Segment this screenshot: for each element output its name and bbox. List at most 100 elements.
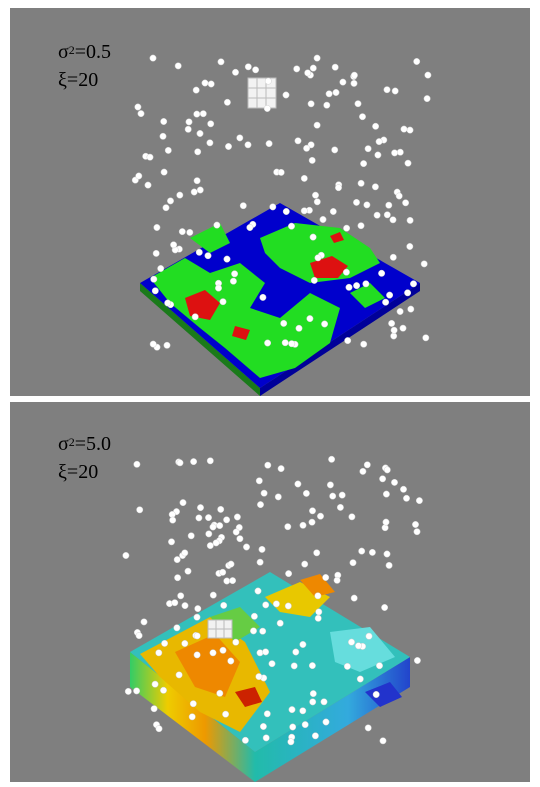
sphere-particle xyxy=(205,514,212,522)
sphere-particle xyxy=(374,151,382,159)
sphere-particle xyxy=(169,516,177,524)
sphere-particle xyxy=(181,602,189,610)
sphere-particle xyxy=(295,324,303,332)
sphere-particle xyxy=(339,78,347,86)
sphere-particle xyxy=(406,243,414,250)
sphere-particle xyxy=(191,313,199,321)
sphere-particle xyxy=(399,324,407,332)
sphere-particle xyxy=(223,255,231,263)
sphere-particle xyxy=(250,627,257,635)
sphere-particle xyxy=(396,308,404,315)
sphere-particle xyxy=(406,126,414,134)
sphere-particle xyxy=(391,478,398,486)
sphere-particle xyxy=(281,339,289,347)
sphere-particle xyxy=(222,710,230,718)
sphere-particle xyxy=(146,153,154,161)
sphere-particle xyxy=(179,499,187,507)
sphere-particle xyxy=(383,211,391,219)
sphere-particle xyxy=(122,552,130,559)
sphere-particle xyxy=(299,641,307,648)
sphere-particle xyxy=(259,627,267,635)
sphere-particle xyxy=(288,222,295,230)
sphere-particle xyxy=(383,550,391,558)
xi-label: ξ=20 xyxy=(58,461,99,483)
sphere-particle xyxy=(257,501,264,509)
sphere-particle xyxy=(293,65,301,73)
sphere-particle xyxy=(420,260,428,268)
sphere-particle xyxy=(413,657,421,664)
sphere-particle xyxy=(372,691,380,698)
sphere-particle xyxy=(229,577,237,585)
sphere-particle xyxy=(133,687,141,695)
sphere-particle xyxy=(229,277,237,285)
sphere-particle xyxy=(332,89,340,96)
sphere-particle xyxy=(375,138,383,146)
sphere-particle xyxy=(350,594,358,602)
sphere-particle xyxy=(277,168,285,176)
sphere-particle xyxy=(190,458,198,466)
sphere-particle xyxy=(356,675,364,683)
sphere-particle xyxy=(406,216,414,224)
sphere-particle xyxy=(207,80,215,88)
sphere-particle xyxy=(323,101,331,109)
sphere-particle xyxy=(206,139,214,147)
sphere-particle xyxy=(294,137,302,145)
sphere-particle xyxy=(277,465,285,473)
sphere-particle xyxy=(223,516,231,524)
sphere-particle xyxy=(301,721,309,729)
sphere-particle xyxy=(353,282,361,290)
sphere-particle xyxy=(282,91,290,99)
sphere-particle xyxy=(306,315,314,323)
simulation-panel-top: σ2=0.5 ξ=20 xyxy=(10,8,530,396)
sphere-particle xyxy=(171,599,179,607)
sphere-particle xyxy=(319,216,327,223)
sphere-particle xyxy=(149,340,157,348)
sphere-particle xyxy=(135,172,143,180)
sphere-particle xyxy=(302,489,310,497)
sphere-particle xyxy=(213,221,221,229)
sphere-particle xyxy=(328,455,336,463)
sphere-particle xyxy=(321,320,329,328)
sphere-particle xyxy=(255,477,263,485)
sphere-particle xyxy=(400,125,408,133)
sphere-particle xyxy=(196,186,204,194)
sphere-particle xyxy=(192,86,200,94)
sphere-particle xyxy=(268,660,276,668)
sphere-particle xyxy=(329,492,337,500)
sphere-particle xyxy=(181,640,189,647)
sphere-particle xyxy=(317,512,324,520)
sphere-particle xyxy=(212,539,220,547)
sphere-particle xyxy=(304,69,312,77)
sphere-particle xyxy=(301,560,309,568)
sphere-particle xyxy=(343,224,351,232)
sphere-particle xyxy=(288,340,296,348)
sphere-particle xyxy=(136,506,144,514)
sphere-particle xyxy=(307,100,315,108)
sphere-particle xyxy=(264,77,272,85)
parameter-label: σ2=0.5 ξ=20 xyxy=(58,38,111,94)
sphere-particle xyxy=(193,632,201,640)
sphere-particle xyxy=(382,490,390,498)
sphere-particle xyxy=(403,494,410,502)
sphere-particle xyxy=(357,179,365,187)
sphere-particle xyxy=(313,121,321,129)
sigma-label: σ2=5.0 xyxy=(58,433,112,455)
sphere-particle xyxy=(376,662,383,670)
sphere-particle xyxy=(343,662,351,670)
sphere-particle xyxy=(342,268,350,276)
sphere-particle xyxy=(310,276,318,284)
sphere-particle xyxy=(385,561,393,569)
sphere-particle xyxy=(173,624,181,632)
sphere-particle xyxy=(336,503,344,511)
sphere-particle xyxy=(404,159,412,167)
sphere-particle xyxy=(404,289,412,297)
sphere-particle xyxy=(163,341,171,349)
sphere-particle xyxy=(314,592,322,600)
scene-top xyxy=(131,54,432,396)
sphere-particle xyxy=(195,514,203,522)
board-left-face xyxy=(140,283,260,396)
sphere-particle xyxy=(413,58,421,65)
sphere-particle xyxy=(159,132,167,140)
sphere-particle xyxy=(313,198,321,206)
sphere-particle xyxy=(282,208,290,215)
